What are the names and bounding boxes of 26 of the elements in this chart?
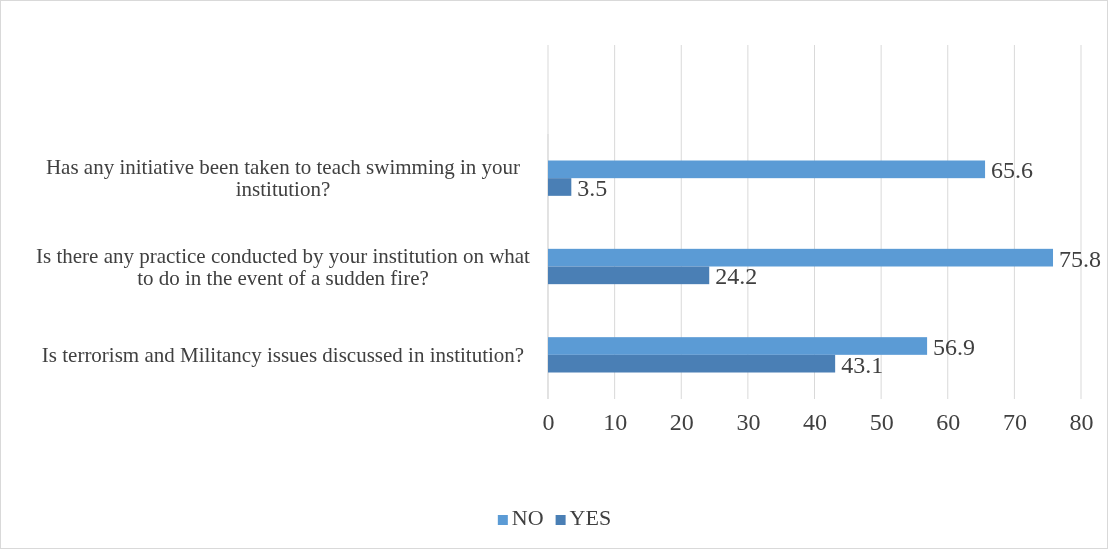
data-label: 24.2 [715, 263, 758, 290]
x-tick-label: 60 [936, 409, 961, 436]
x-tick-label: 20 [669, 409, 694, 436]
bar [548, 266, 710, 285]
bar [548, 160, 986, 179]
bar [548, 248, 1054, 267]
data-label: 56.9 [933, 334, 976, 360]
y-tick-label: Is terrorism and Militancy issues discussed in institution? [41, 342, 525, 367]
bar [548, 337, 928, 355]
x-tick-label: 50 [869, 409, 894, 436]
x-tick-label: 80 [1069, 409, 1094, 436]
data-label: 65.6 [991, 157, 1034, 184]
x-tick-label: 10 [603, 409, 628, 436]
bar [548, 178, 572, 196]
x-tick-label: 0 [542, 409, 555, 436]
bar [548, 354, 836, 373]
x-tick-label: 30 [736, 409, 761, 436]
data-label: 43.1 [841, 351, 884, 378]
y-tick-label: Has any initiative been taken to teach swimming in your institution? [45, 155, 521, 202]
x-tick-label: 40 [803, 409, 827, 436]
legend-label: YES [569, 505, 612, 530]
y-tick-label: Is there any practice conducted by your institution on what to do in the event of a sudden fire? [36, 243, 531, 290]
data-label: 3.5 [577, 175, 608, 201]
x-tick-label: 70 [1002, 409, 1027, 436]
data-label: 75.8 [1059, 245, 1102, 272]
legend-label: NO [511, 505, 544, 530]
